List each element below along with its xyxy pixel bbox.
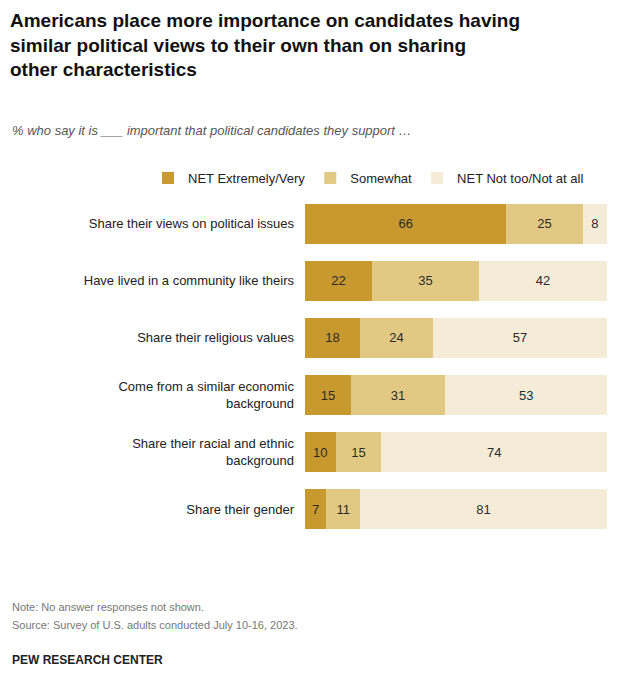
- svg-text:42: 42: [536, 273, 550, 288]
- svg-text:24: 24: [389, 330, 403, 345]
- svg-text:81: 81: [476, 502, 490, 517]
- svg-text:Share their views on political: Share their views on political issues: [89, 216, 295, 231]
- svg-text:Come from a similar economicba: Come from a similar economicbackground: [118, 379, 294, 411]
- svg-text:NET Not too/Not at all: NET Not too/Not at all: [457, 171, 583, 186]
- svg-text:66: 66: [398, 216, 412, 231]
- svg-text:11: 11: [336, 502, 350, 517]
- svg-text:25: 25: [537, 216, 551, 231]
- svg-text:18: 18: [325, 330, 339, 345]
- svg-text:% who say it is ___ important: % who say it is ___ important that polit…: [12, 123, 412, 138]
- svg-text:Share their gender: Share their gender: [186, 502, 294, 517]
- svg-text:Note: No answer responses not: Note: No answer responses not shown.: [12, 601, 204, 613]
- svg-text:Source: Survey of U.S. adults: Source: Survey of U.S. adults conducted …: [12, 619, 298, 631]
- svg-text:7: 7: [312, 502, 319, 517]
- svg-text:Americans place more importanc: Americans place more importance on candi…: [10, 10, 520, 80]
- svg-text:8: 8: [591, 216, 598, 231]
- svg-text:Share their religious values: Share their religious values: [137, 330, 294, 345]
- svg-text:35: 35: [418, 273, 432, 288]
- svg-text:53: 53: [519, 388, 533, 403]
- svg-text:15: 15: [351, 445, 365, 460]
- svg-text:22: 22: [331, 273, 345, 288]
- svg-text:NET Extremely/Very: NET Extremely/Very: [188, 171, 305, 186]
- svg-text:PEW RESEARCH CENTER: PEW RESEARCH CENTER: [12, 653, 163, 667]
- svg-text:Have lived in a community like: Have lived in a community like theirs: [84, 273, 295, 288]
- svg-text:Share their racial and ethnicb: Share their racial and ethnicbackground: [132, 436, 294, 468]
- svg-text:15: 15: [321, 388, 335, 403]
- svg-text:Somewhat: Somewhat: [350, 171, 412, 186]
- svg-text:10: 10: [313, 445, 327, 460]
- svg-text:31: 31: [391, 388, 405, 403]
- svg-text:74: 74: [487, 445, 501, 460]
- svg-text:57: 57: [513, 330, 527, 345]
